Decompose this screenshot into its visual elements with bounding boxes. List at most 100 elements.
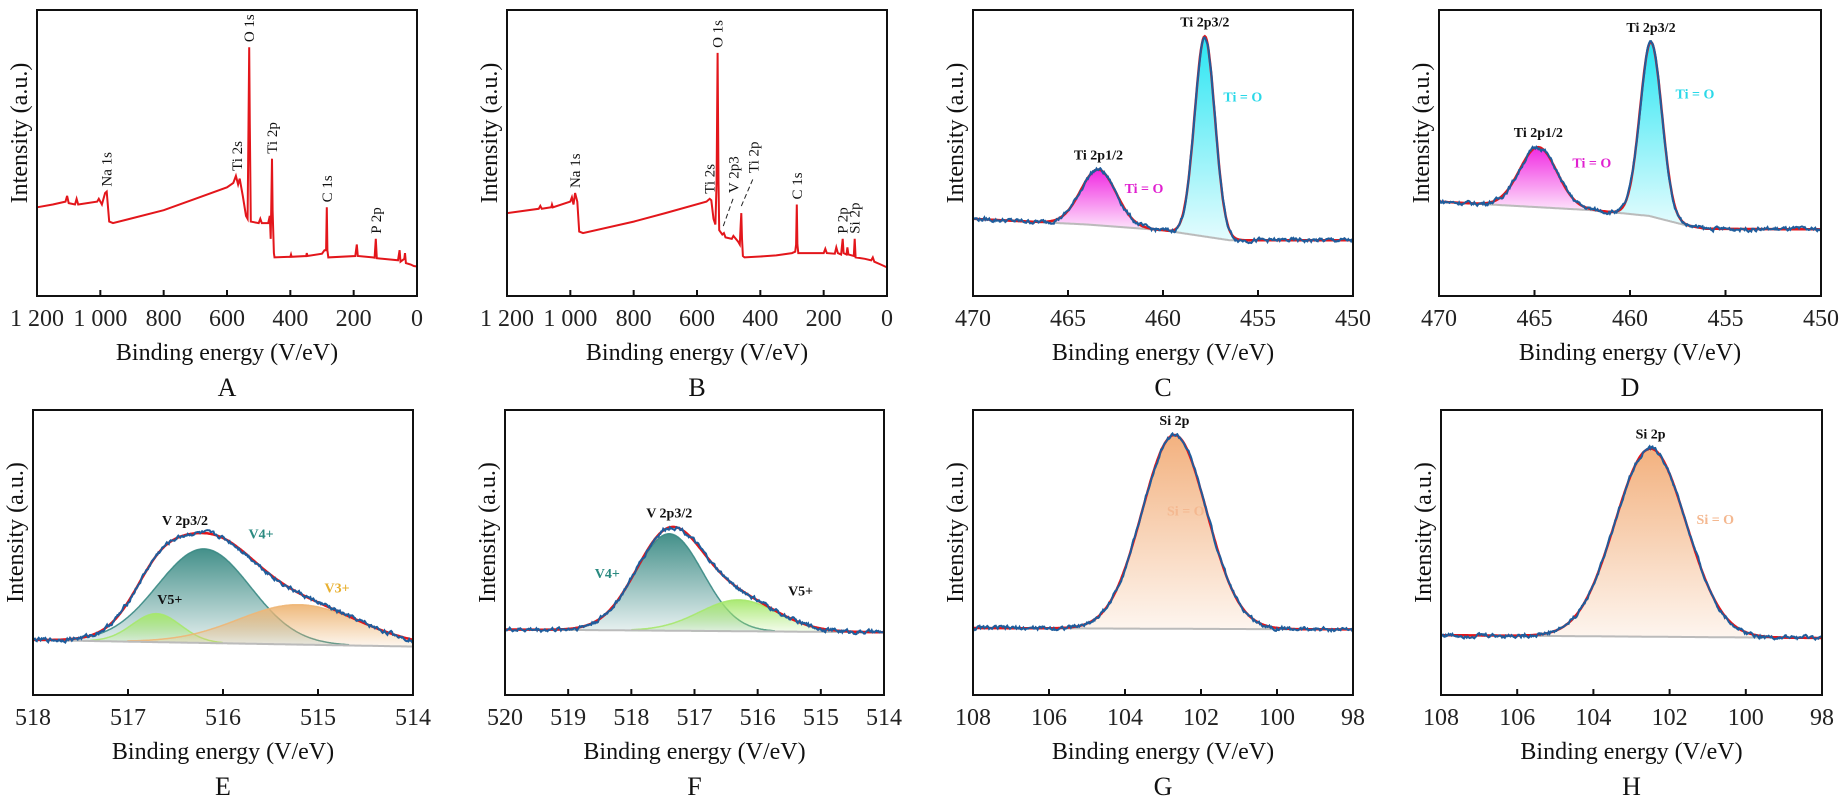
x-tick-label: 1 200 — [10, 306, 64, 332]
x-tick-label: 460 — [1145, 306, 1181, 332]
peak-label: Si 2p — [1159, 414, 1189, 429]
plot-frame — [972, 9, 1354, 297]
survey-spectrum-line — [36, 47, 418, 268]
raw-spectrum-line — [1440, 444, 1823, 642]
peak-label: Ti 2p1/2 — [1074, 149, 1123, 164]
x-tick-label: 465 — [1050, 306, 1086, 332]
y-axis-title: Intensity (a.u.) — [1411, 462, 1437, 603]
fit-component-area — [1531, 447, 1770, 639]
x-tick-label: 517 — [110, 705, 146, 731]
x-tick-label: 470 — [955, 306, 991, 332]
x-axis-title: Binding energy (V/eV) — [586, 340, 808, 366]
component-label: V5+ — [788, 584, 813, 599]
x-axis-title: Binding energy (V/eV) — [116, 340, 338, 366]
peak-label: O 1s — [711, 20, 727, 48]
fit-component-area — [1613, 40, 1689, 227]
y-axis-title: Intensity (a.u.) — [7, 63, 33, 204]
plot-frame — [1438, 9, 1822, 297]
x-tick-label: 1 200 — [480, 306, 534, 332]
x-tick-label: 104 — [1575, 705, 1611, 731]
y-axis-title: Intensity (a.u.) — [943, 63, 969, 204]
raw-spectrum-line — [972, 431, 1354, 633]
panel-letter: A — [218, 373, 237, 402]
x-axis-title: Binding energy (V/eV) — [1052, 739, 1274, 765]
component-label: V3+ — [324, 581, 349, 596]
x-tick-label: 108 — [955, 705, 991, 731]
peak-label: Si 2p — [848, 203, 864, 234]
x-tick-label: 0 — [411, 306, 423, 332]
x-tick-label: 98 — [1810, 705, 1834, 731]
y-axis-title: Intensity (a.u.) — [475, 462, 501, 603]
component-label: Si = O — [1167, 504, 1205, 519]
raw-spectrum-line — [972, 36, 1354, 245]
x-tick-label: 106 — [1031, 705, 1067, 731]
component-label: Ti = O — [1572, 156, 1611, 171]
x-tick-label: 102 — [1183, 705, 1219, 731]
x-tick-label: 518 — [15, 705, 51, 731]
x-tick-label: 106 — [1499, 705, 1535, 731]
panel-letter: H — [1622, 772, 1641, 801]
plot-frame — [504, 409, 885, 696]
x-axis-title: Binding energy (V/eV) — [583, 739, 805, 765]
peak-label: Si 2p — [1636, 428, 1666, 443]
component-label: V4+ — [595, 567, 620, 582]
peak-label: Na 1s — [568, 153, 584, 188]
panel-letter: F — [687, 772, 701, 801]
x-tick-label: 100 — [1728, 705, 1764, 731]
x-tick-label: 514 — [395, 705, 431, 731]
panel-letter: C — [1154, 373, 1171, 402]
x-tick-label: 1 000 — [543, 306, 597, 332]
chart-panel-e: V 2p3/2 V4+ V5+ V3+ 518 517 516 515 514 Binding e… — [3, 409, 431, 801]
x-tick-label: 516 — [205, 705, 241, 731]
chart-panel-h: Si 2p Si = O 108 106 104 102 100 98 Binding ener… — [1411, 409, 1834, 801]
x-tick-label: 102 — [1652, 705, 1688, 731]
component-label: V4+ — [248, 527, 273, 542]
peak-label: Ti 2s — [703, 164, 719, 194]
panel-letter: E — [215, 772, 231, 801]
peak-label: V 2p3/2 — [162, 514, 208, 529]
raw-spectrum-line — [32, 529, 414, 645]
x-tick-label: 518 — [613, 705, 649, 731]
x-tick-label: 600 — [209, 306, 245, 332]
x-axis-title: Binding energy (V/eV) — [112, 739, 334, 765]
label-leader-line — [722, 197, 734, 227]
peak-label: C 1s — [790, 172, 806, 199]
y-axis-title: Intensity (a.u.) — [943, 462, 969, 603]
x-tick-label: 465 — [1517, 306, 1553, 332]
x-tick-label: 104 — [1107, 705, 1143, 731]
fit-envelope-line — [973, 34, 1353, 242]
plot-frame — [1440, 409, 1823, 696]
plot-frame — [36, 9, 418, 297]
x-tick-label: 515 — [803, 705, 839, 731]
peak-label: Ti 2s — [230, 141, 246, 171]
x-tick-label: 519 — [550, 705, 586, 731]
peak-label: V 2p3 — [726, 156, 742, 193]
peak-label: Ti 2p — [265, 122, 281, 154]
x-tick-label: 455 — [1708, 306, 1744, 332]
fit-component-area — [1066, 434, 1283, 630]
x-tick-label: 200 — [336, 306, 372, 332]
peak-label: C 1s — [320, 175, 336, 202]
peak-label: Na 1s — [100, 152, 116, 187]
chart-panel-a: Na 1s Ti 2s O 1s Ti 2p C 1s P 2p 1 200 1 000 800… — [7, 9, 423, 402]
x-tick-label: 516 — [740, 705, 776, 731]
x-tick-label: 450 — [1335, 306, 1371, 332]
x-tick-label: 515 — [300, 705, 336, 731]
x-tick-label: 600 — [679, 306, 715, 332]
component-label: V5+ — [157, 593, 182, 608]
chart-panel-g: Si 2p Si = O 108 106 104 102 100 98 Binding ener… — [943, 409, 1365, 801]
label-leader-line — [740, 177, 754, 207]
x-tick-label: 455 — [1240, 306, 1276, 332]
chart-panel-c: Ti 2p1/2 Ti 2p3/2 Ti = O Ti = O 470 465 460 455… — [943, 9, 1371, 402]
peak-label: O 1s — [242, 14, 258, 42]
peak-label: P 2p — [369, 207, 385, 234]
x-tick-label: 514 — [866, 705, 902, 731]
x-tick-label: 100 — [1259, 705, 1295, 731]
x-tick-label: 400 — [272, 306, 308, 332]
x-tick-label: 400 — [742, 306, 778, 332]
peak-label: P 2p — [836, 207, 852, 234]
component-label: Ti = O — [1125, 182, 1164, 197]
x-axis-title: Binding energy (V/eV) — [1520, 739, 1742, 765]
